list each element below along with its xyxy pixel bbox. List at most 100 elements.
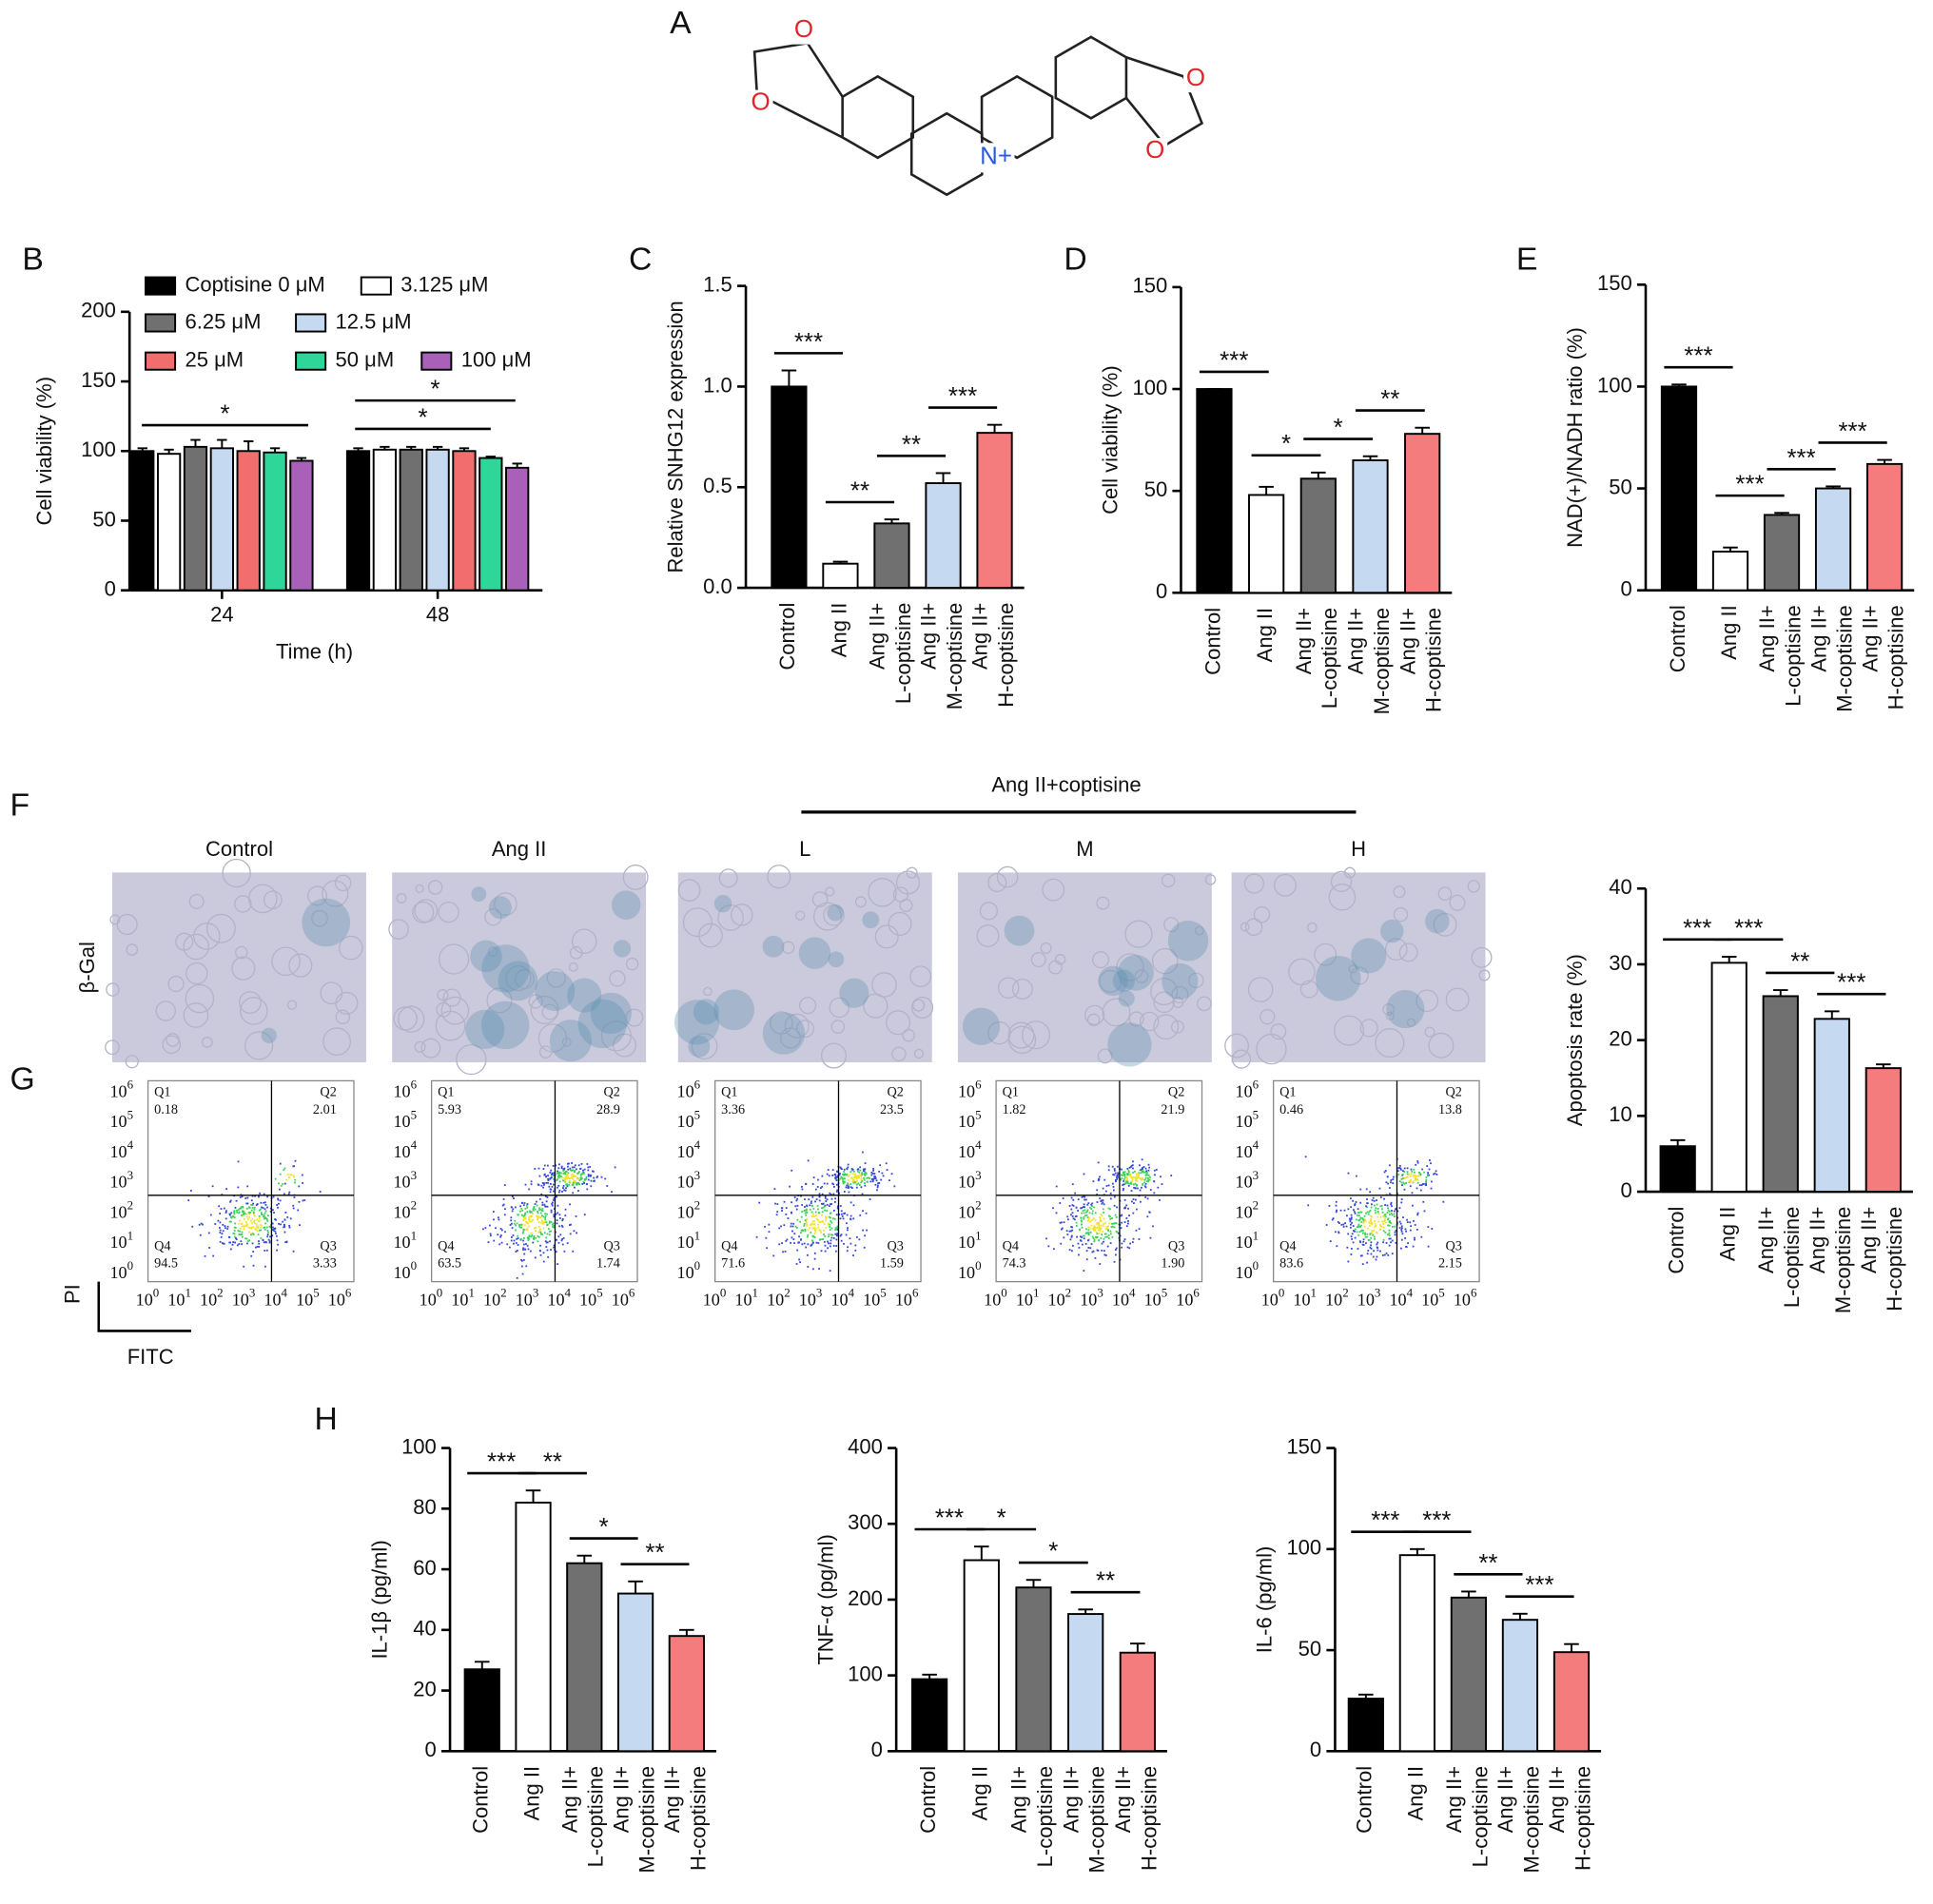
x-tick-label: Ang II: [1253, 608, 1277, 663]
event: [1091, 1205, 1093, 1207]
event: [820, 1202, 823, 1205]
event: [1093, 1225, 1096, 1228]
event: [245, 1214, 248, 1215]
group-label: Ang II+coptisine: [991, 773, 1141, 797]
event: [1421, 1168, 1424, 1171]
event: [535, 1236, 537, 1239]
x-tick-label: Ang II+: [1806, 605, 1830, 671]
event: [1400, 1247, 1402, 1250]
event: [1155, 1168, 1158, 1171]
event: [1349, 1219, 1352, 1222]
event: [541, 1234, 544, 1235]
event: [1143, 1181, 1146, 1184]
event: [553, 1172, 556, 1175]
event: [240, 1206, 243, 1209]
event: [283, 1231, 286, 1234]
event: [277, 1197, 279, 1200]
event: [584, 1178, 587, 1181]
x-tick-label: Ang II+: [1292, 608, 1316, 674]
event: [1075, 1221, 1078, 1224]
legend-label: 3.125 μM: [400, 272, 488, 296]
event: [1382, 1238, 1385, 1241]
event: [1366, 1233, 1369, 1235]
event: [1089, 1231, 1092, 1234]
event: [1372, 1255, 1375, 1258]
event: [581, 1177, 583, 1180]
event: [543, 1183, 545, 1186]
event: [871, 1172, 874, 1175]
event: [1087, 1233, 1090, 1235]
event: [1107, 1207, 1110, 1210]
event: [821, 1175, 824, 1177]
event: [1113, 1174, 1116, 1176]
event: [1368, 1211, 1371, 1214]
tick-base: 10: [1080, 1291, 1097, 1310]
tick-exponent: 1: [185, 1286, 190, 1300]
quadrant-label: Q2: [1445, 1085, 1461, 1100]
event: [238, 1234, 241, 1235]
cell: [1274, 873, 1297, 897]
event: [831, 1174, 834, 1176]
cell: [997, 977, 1020, 999]
event: [530, 1220, 533, 1223]
event: [1429, 1159, 1431, 1161]
event: [786, 1238, 789, 1241]
event: [511, 1195, 514, 1198]
event: [1355, 1218, 1357, 1221]
event: [832, 1236, 835, 1239]
event: [821, 1185, 824, 1188]
event: [261, 1214, 264, 1216]
event: [1384, 1215, 1387, 1218]
event: [276, 1249, 278, 1252]
event: [1144, 1196, 1147, 1198]
event: [1089, 1206, 1091, 1209]
cell: [622, 865, 649, 890]
cell: [1163, 917, 1180, 933]
x-tick-label: 106: [895, 1286, 919, 1310]
event: [1094, 1235, 1097, 1238]
event: [836, 1205, 839, 1208]
event: [1078, 1253, 1080, 1256]
event: [1095, 1231, 1098, 1234]
event: [864, 1182, 866, 1184]
event: [1425, 1182, 1427, 1185]
cell: [1054, 954, 1066, 965]
event: [1070, 1234, 1073, 1237]
event: [1131, 1200, 1133, 1203]
event: [1101, 1214, 1103, 1217]
event: [565, 1187, 567, 1190]
event: [1372, 1196, 1375, 1199]
event: [790, 1241, 792, 1244]
event: [500, 1229, 503, 1232]
event: [1084, 1209, 1086, 1212]
event: [533, 1227, 536, 1230]
event: [835, 1238, 838, 1241]
event: [1356, 1175, 1357, 1177]
event: [829, 1223, 831, 1226]
event: [829, 1226, 831, 1228]
event: [1131, 1176, 1133, 1179]
event: [547, 1177, 550, 1180]
event: [550, 1169, 553, 1172]
event: [1365, 1205, 1367, 1208]
event: [1105, 1185, 1108, 1187]
event: [550, 1230, 553, 1233]
event: [585, 1176, 588, 1178]
event: [1383, 1171, 1386, 1174]
event: [1077, 1210, 1079, 1212]
event: [1086, 1216, 1089, 1218]
event: [849, 1242, 852, 1245]
event: [796, 1249, 799, 1252]
event: [1356, 1226, 1358, 1229]
event: [842, 1217, 845, 1220]
x-tick-label: Ang II: [968, 1766, 992, 1821]
quadrant-label: Q4: [154, 1239, 170, 1254]
event: [553, 1190, 555, 1193]
panel-label: D: [1064, 243, 1086, 278]
event: [1365, 1212, 1367, 1214]
event: [265, 1226, 268, 1229]
event: [850, 1168, 853, 1170]
event: [543, 1174, 546, 1176]
micrograph: [112, 872, 366, 1062]
event: [1100, 1237, 1103, 1239]
